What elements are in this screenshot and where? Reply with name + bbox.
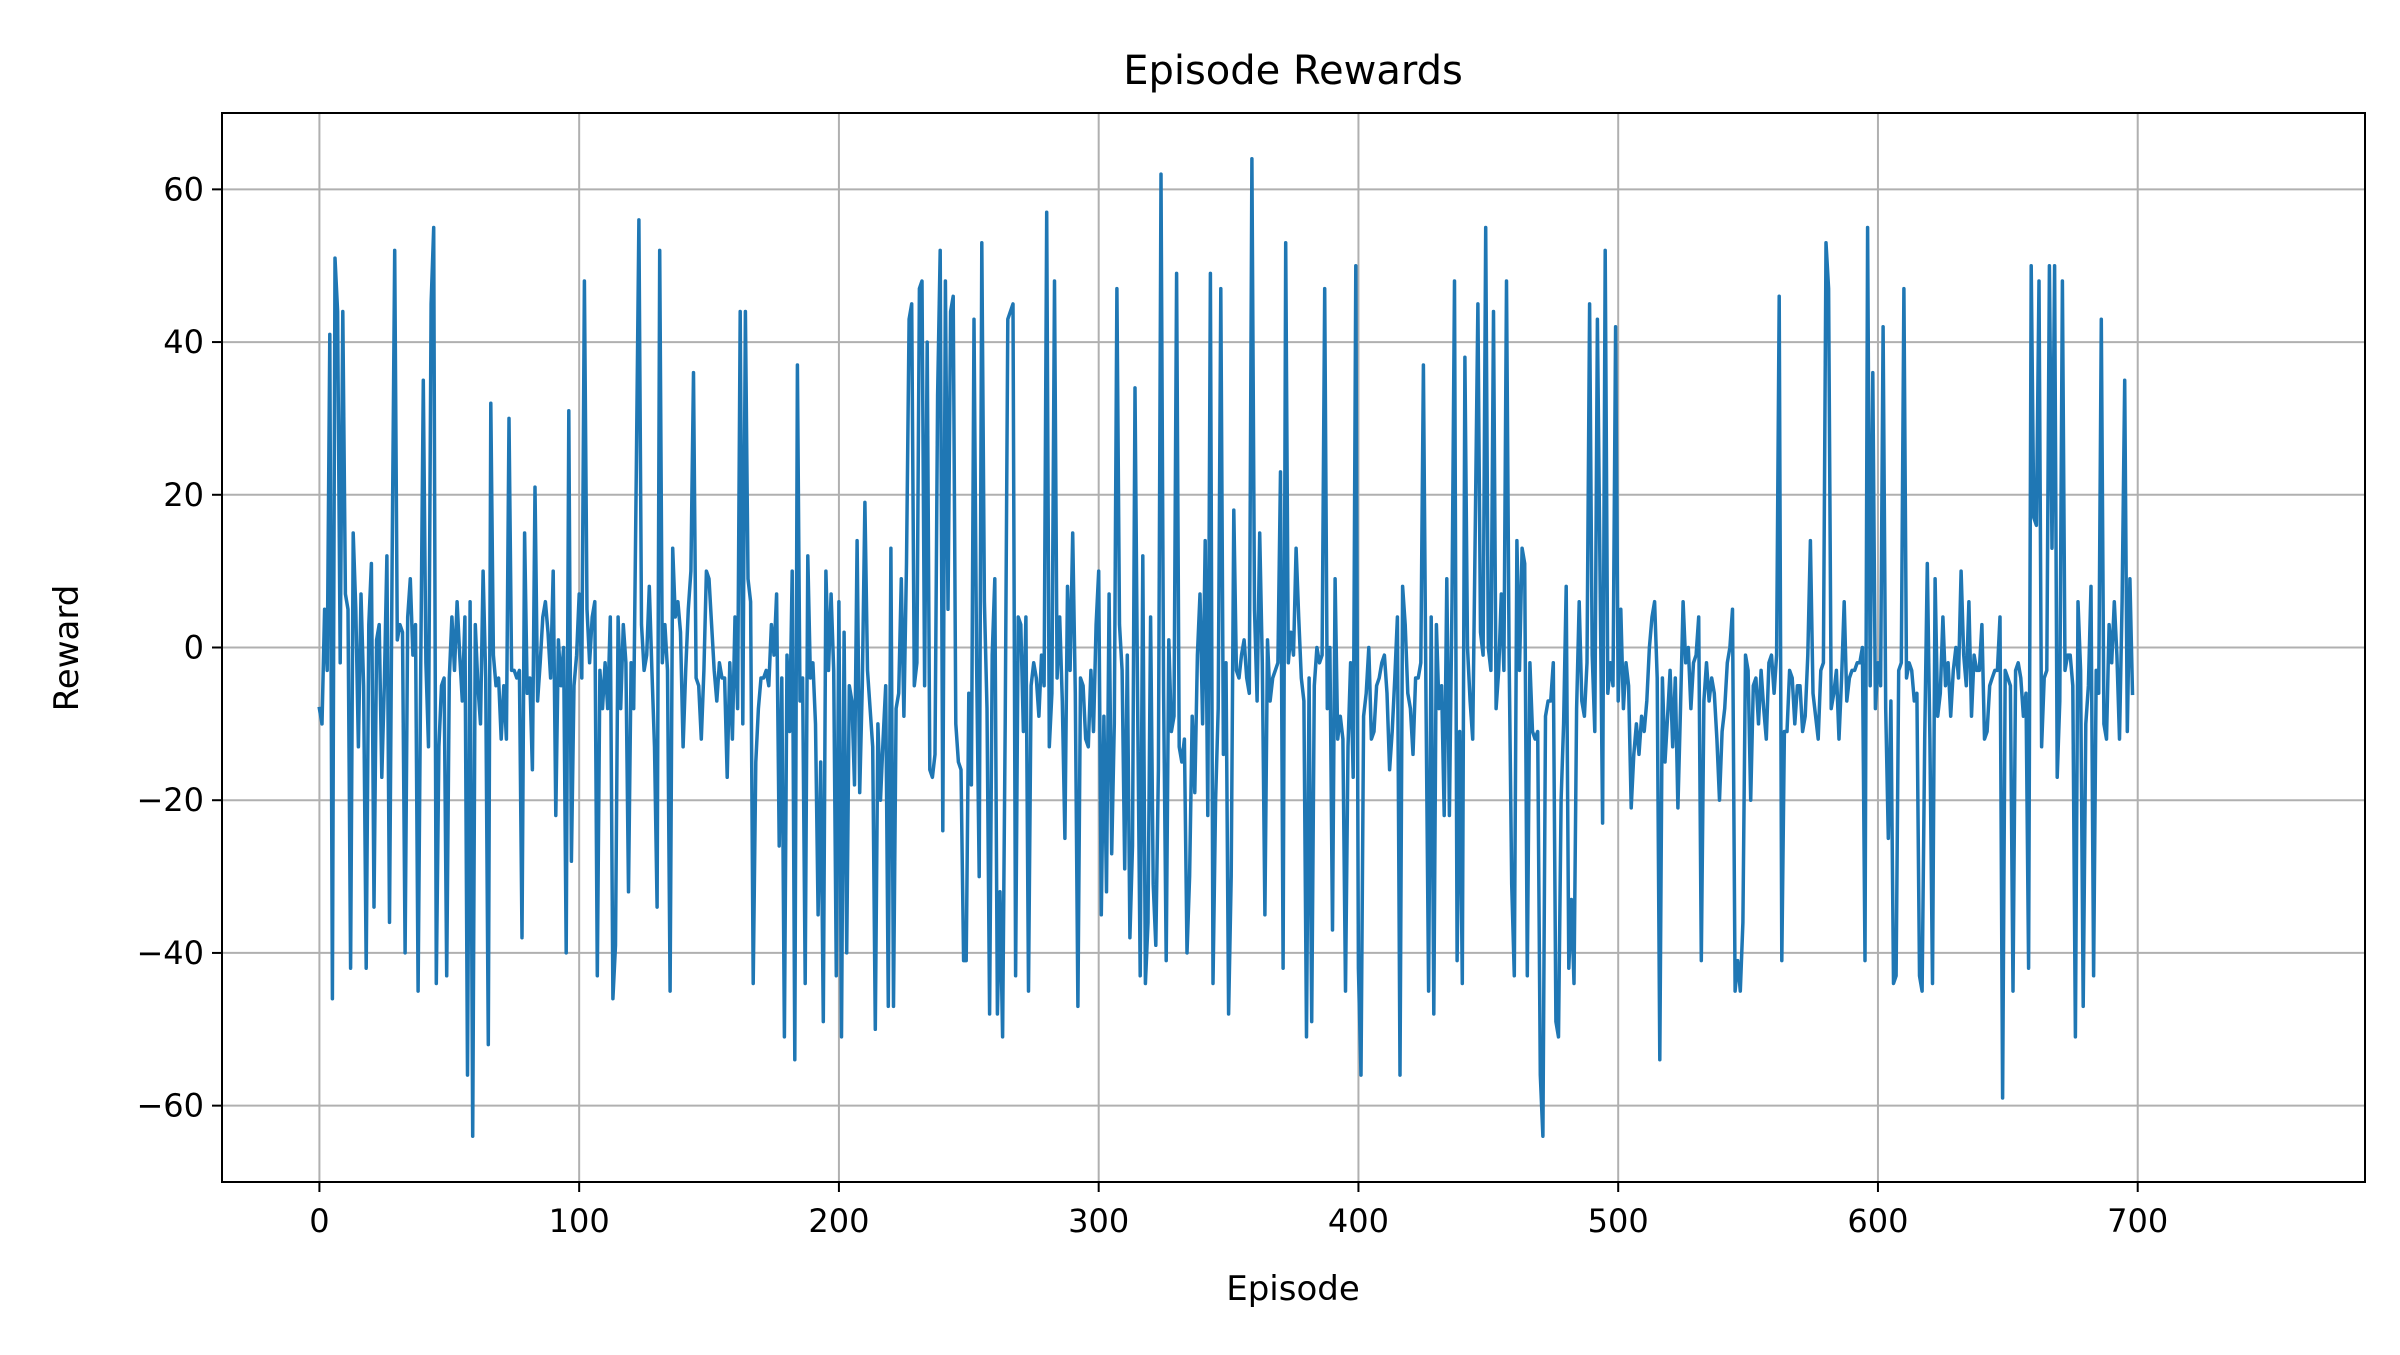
x-tick-label: 0 [309,1202,329,1240]
x-tick-label: 700 [2107,1202,2168,1240]
chart-title: Episode Rewards [1123,48,1463,94]
y-axis-label: Reward [47,585,87,712]
x-tick-label: 500 [1588,1202,1649,1240]
x-tick-label: 200 [808,1202,869,1240]
y-tick-label: 20 [163,476,204,514]
x-tick-label: 400 [1328,1202,1389,1240]
y-tick-label: −60 [136,1087,204,1125]
y-tick-label: 60 [163,170,204,208]
x-tick-label: 600 [1847,1202,1908,1240]
y-tick-label: −40 [136,934,204,972]
x-tick-label: 100 [549,1202,610,1240]
x-axis-ticks: 0 100 200 300 400 500 600 700 [309,1182,2168,1240]
y-tick-label: −20 [136,781,204,819]
x-axis-label: Episode [1226,1269,1360,1309]
x-tick-label: 300 [1068,1202,1129,1240]
reward-series-line [317,157,2135,1138]
y-tick-label: 0 [184,629,204,667]
y-tick-label: 40 [163,323,204,361]
grid-lines [222,113,2365,1182]
y-axis-ticks: −60 −40 −20 0 20 40 60 [136,170,222,1125]
series-layer [317,157,2135,1138]
